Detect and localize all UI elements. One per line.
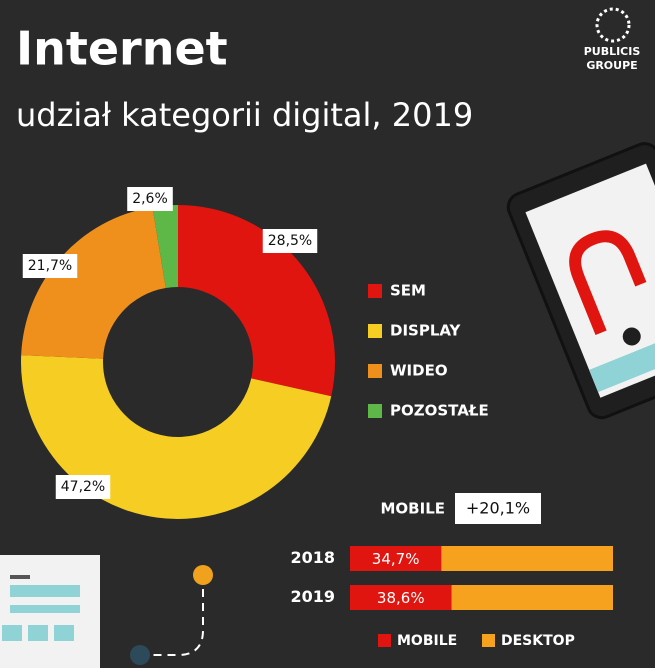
bar-segment (441, 546, 613, 571)
legend-label: POZOSTAŁE (390, 402, 489, 420)
data-label-box (22, 254, 78, 278)
bar-segment (350, 585, 452, 610)
donut-chart: 28,5% 47,2% 21,7% 2,6% SEM DISPLAY WIDEO POZOST… (20, 187, 489, 519)
logo: PUBLICIS GROUPE (584, 7, 641, 72)
bar-segment (350, 546, 442, 571)
data-label: 34,7% (372, 550, 420, 568)
data-label: 21,7% (28, 258, 72, 274)
legend-swatch (368, 364, 382, 378)
y-tick-label: 2019 (290, 587, 335, 606)
donut-slice (21, 207, 166, 359)
legend-label: WIDEO (390, 362, 448, 380)
bar-chart: MOBILE +20,1% 2018 34,7% 2019 38,6% MOBILE DE… (290, 493, 613, 649)
logo-line: PUBLICIS (584, 45, 641, 58)
logo-line: GROUPE (586, 59, 637, 72)
data-label: 47,2% (61, 479, 105, 495)
legend-swatch (378, 634, 391, 647)
legend-label: DISPLAY (390, 322, 462, 340)
annotation-box (455, 493, 541, 524)
bar-segment (451, 585, 613, 610)
legend-swatch (482, 634, 495, 647)
legend-swatch (368, 284, 382, 298)
donut-slice (178, 205, 335, 397)
legend-swatch (368, 404, 382, 418)
legend-swatch (368, 324, 382, 338)
y-tick-label: 2018 (290, 548, 335, 567)
donut-slice (152, 205, 178, 288)
annotation-label: MOBILE (381, 500, 446, 518)
legend-label: DESKTOP (501, 633, 575, 649)
data-label: 2,6% (132, 191, 168, 207)
data-label-box (55, 475, 111, 499)
data-label: 28,5% (268, 233, 312, 249)
legend-label: SEM (390, 282, 426, 300)
screen-illustration (0, 555, 213, 668)
data-label: 38,6% (377, 589, 425, 607)
data-label-box (262, 229, 318, 253)
annotation-text: +20,1% (466, 499, 530, 518)
subtitle: udział kategorii digital, 2019 (16, 96, 473, 134)
tablet-illustration (506, 142, 655, 420)
data-label-box (127, 187, 173, 211)
legend-label: MOBILE (397, 633, 457, 649)
title: Internet (16, 22, 228, 76)
